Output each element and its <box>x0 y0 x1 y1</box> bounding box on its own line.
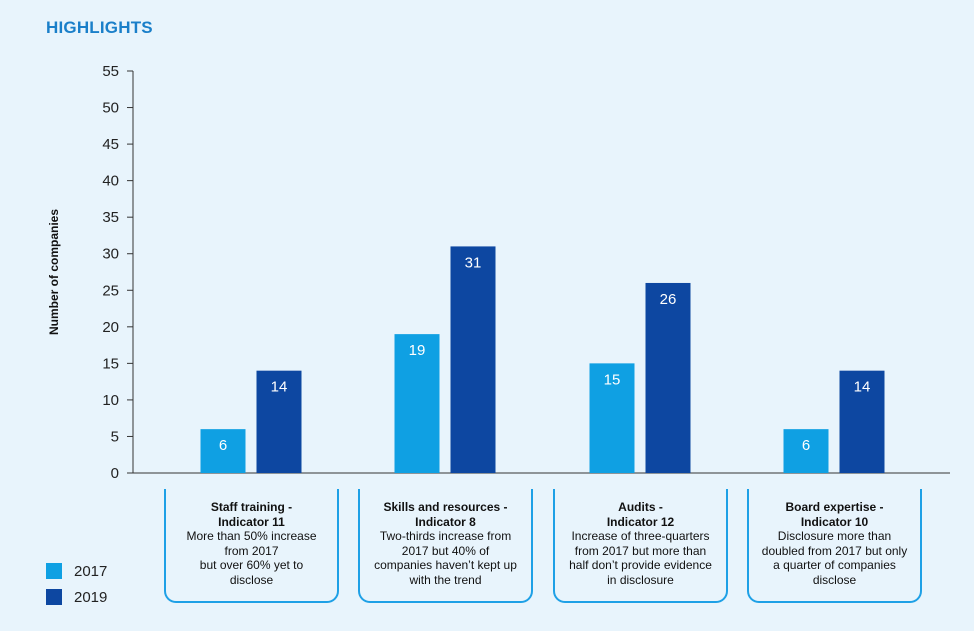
legend-label-2019: 2019 <box>74 588 108 606</box>
y-tick-label: 45 <box>102 136 119 153</box>
legend-label-2017: 2017 <box>74 562 108 580</box>
data-label-2017-2: 19 <box>409 342 426 359</box>
y-tick-label: 25 <box>102 282 119 299</box>
bar-2019-1 <box>256 370 302 473</box>
bar-2019-4 <box>839 370 885 473</box>
legend: 2017 2019 <box>46 561 107 613</box>
y-tick-label: 30 <box>102 246 119 263</box>
category-description-3: Increase of three-quarters from 2017 but… <box>569 529 712 587</box>
y-tick-label: 5 <box>111 428 119 445</box>
y-tick-label: 55 <box>102 63 119 80</box>
data-label-2019-4: 14 <box>854 379 871 396</box>
bar-2017-3 <box>589 363 635 473</box>
category-box-4: Board expertise - Indicator 10 Disclosure… <box>747 489 922 603</box>
category-box-2: Skills and resources - Indicator 8 Two-th… <box>358 489 533 603</box>
category-box-3: Audits - Indicator 12 Increase of three-q… <box>553 489 728 603</box>
category-description-2: Two-thirds increase from 2017 but 40% of… <box>374 529 517 587</box>
category-box-1: Staff training - Indicator 11 More than 5… <box>164 489 339 603</box>
category-title-2: Skills and resources - Indicator 8 <box>383 500 508 529</box>
data-label-2019-1: 14 <box>271 379 288 396</box>
legend-swatch-2019 <box>46 589 62 605</box>
legend-item-2019: 2019 <box>46 587 107 607</box>
category-description-1: More than 50% increase from 2017 but ove… <box>186 529 317 587</box>
legend-item-2017: 2017 <box>46 561 107 581</box>
category-title-1: Staff training - Indicator 11 <box>210 500 293 529</box>
data-label-2017-3: 15 <box>604 371 621 388</box>
category-title-4: Board expertise - Indicator 10 <box>785 500 884 529</box>
data-label-2017-1: 6 <box>219 437 227 454</box>
data-label-2019-3: 26 <box>660 291 677 308</box>
y-tick-label: 20 <box>102 319 119 336</box>
page-title: HIGHLIGHTS <box>46 18 153 37</box>
category-description-4: Disclosure more than doubled from 2017 b… <box>761 529 908 587</box>
data-label-2017-4: 6 <box>802 437 810 454</box>
y-tick-label: 35 <box>102 209 119 226</box>
y-tick-label: 15 <box>102 355 119 372</box>
bar-2019-3 <box>645 282 691 473</box>
bar-2017-1 <box>200 429 246 473</box>
legend-swatch-2017 <box>46 563 62 579</box>
y-tick-label: 50 <box>102 100 119 117</box>
y-tick-label: 0 <box>111 465 119 482</box>
bar-2017-2 <box>394 334 440 473</box>
category-title-3: Audits - Indicator 12 <box>606 500 675 529</box>
bar-2017-4 <box>783 429 829 473</box>
y-tick-label: 40 <box>102 173 119 190</box>
bar-2019-2 <box>450 246 496 473</box>
data-label-2019-2: 31 <box>465 254 482 271</box>
y-tick-label: 10 <box>102 392 119 409</box>
